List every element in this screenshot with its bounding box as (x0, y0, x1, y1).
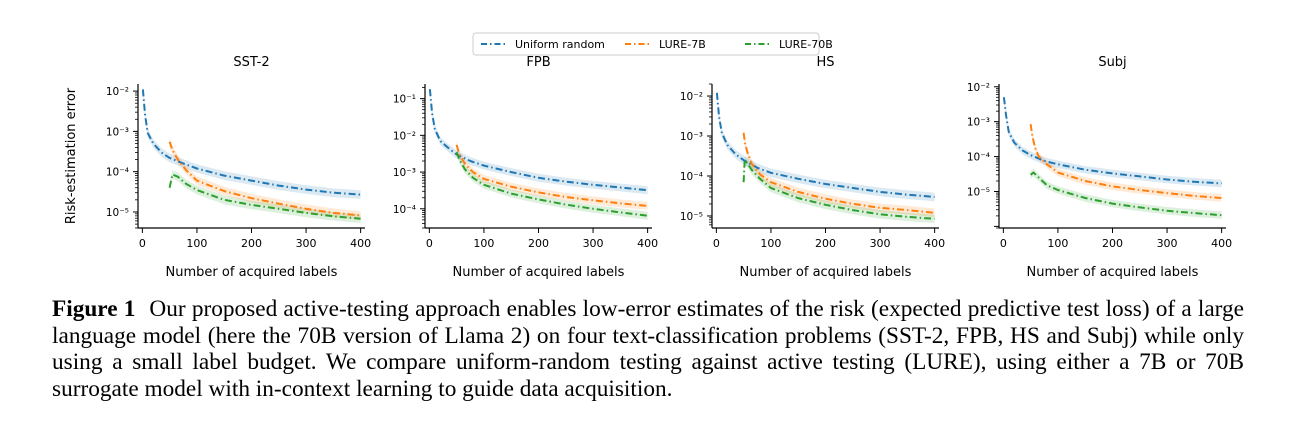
x-axis-label: Number of acquired labels (453, 265, 625, 280)
x-tick-label: 200 (241, 237, 262, 250)
y-tick-label: 10⁻⁵ (680, 211, 703, 223)
panel-title: FPB (526, 55, 550, 70)
y-tick-label: 10⁻⁴ (393, 204, 416, 216)
y-tick-label: 10⁻² (393, 130, 416, 142)
series-band-1 (456, 140, 648, 210)
series-line-1 (168, 141, 361, 217)
series-band-1 (743, 128, 935, 218)
x-tick-label: 200 (815, 237, 836, 250)
x-axis-label: Number of acquired labels (166, 265, 338, 280)
series-band-2 (743, 155, 935, 224)
x-tick-label: 100 (186, 237, 207, 250)
series-band-2 (169, 170, 361, 223)
caption-text: Our proposed active-testing approach ena… (52, 296, 1245, 402)
panel-title: SST-2 (233, 55, 269, 70)
x-tick-label: 300 (583, 237, 604, 250)
x-tick-label: 300 (296, 237, 317, 250)
panel-1: FPB 0 100 200 300 400 10⁻¹ 10⁻² 10⁻³ 10⁻⁴ Number o… (393, 55, 658, 280)
y-axis-label: Risk-estimation error (64, 87, 79, 224)
series-band-1 (1030, 120, 1222, 202)
series-line-1 (1029, 123, 1222, 199)
x-tick-label: 200 (1102, 237, 1123, 250)
series-line-1 (742, 132, 935, 214)
series-line-0 (1002, 97, 1222, 185)
x-axis-label: Number of acquired labels (740, 265, 912, 280)
series-line-2 (168, 173, 361, 220)
y-tick-label: 10⁻³ (680, 131, 703, 143)
series-line-0 (141, 89, 361, 196)
x-tick-label: 100 (760, 237, 781, 250)
panel-3: Subj 0 100 200 300 400 10⁻² 10⁻³ 10⁻⁴ 10⁻⁵ Number … (967, 55, 1232, 280)
panel-2: HS 0 100 200 300 400 10⁻² 10⁻³ 10⁻⁴ 10⁻⁵ Number of… (680, 55, 945, 280)
x-tick-label: 0 (713, 237, 720, 250)
legend: Uniform random LURE-7B LURE-70B (472, 32, 833, 56)
x-tick-label: 0 (426, 237, 433, 250)
y-tick-label: 10⁻⁵ (967, 186, 990, 198)
x-tick-label: 100 (473, 237, 494, 250)
series-band-0 (429, 85, 648, 195)
figure: Uniform random LURE-7B LURE-70B SST-2 0 100 2… (64, 32, 1232, 280)
x-tick-label: 300 (1157, 237, 1178, 250)
x-tick-label: 400 (1211, 237, 1232, 250)
y-tick-label: 10⁻⁵ (106, 207, 129, 219)
y-tick-label: 10⁻⁴ (680, 171, 703, 183)
legend-frame (472, 32, 820, 56)
y-tick-label: 10⁻⁴ (106, 167, 129, 179)
y-tick-label: 10⁻¹ (393, 94, 416, 106)
panel-0: SST-2 0 100 200 300 400 10⁻² 10⁻³ 10⁻⁴ 10⁻⁵ Number… (64, 55, 371, 280)
x-tick-label: 100 (1047, 237, 1068, 250)
x-axis-label: Number of acquired labels (1027, 265, 1199, 280)
y-tick-label: 10⁻³ (967, 117, 990, 129)
y-tick-label: 10⁻² (967, 82, 990, 94)
y-tick-label: 10⁻³ (106, 126, 129, 138)
series-band-1 (169, 137, 361, 220)
figure-caption: Figure 1 Our proposed active-testing appr… (52, 296, 1244, 402)
y-tick-label: 10⁻³ (393, 167, 416, 179)
panel-title: Subj (1098, 55, 1126, 70)
legend-label-1: LURE-7B (659, 38, 706, 51)
y-tick-label: 10⁻² (106, 86, 129, 98)
x-tick-label: 200 (528, 237, 549, 250)
series-line-2 (455, 151, 648, 217)
x-tick-label: 400 (924, 237, 945, 250)
x-tick-label: 0 (139, 237, 146, 250)
y-tick-label: 10⁻² (680, 91, 703, 103)
figure-plot-area: Uniform random LURE-7B LURE-70B SST-2 0 100 2… (64, 32, 1232, 280)
figure-label: Figure 1 (52, 296, 136, 322)
legend-label-2: LURE-70B (779, 38, 833, 51)
series-band-0 (142, 85, 361, 199)
series-line-1 (455, 144, 648, 207)
series-line-2 (742, 159, 935, 220)
panel-title: HS (816, 55, 834, 70)
series-line-2 (1029, 171, 1222, 217)
chart-panels: SST-2 0 100 200 300 400 10⁻² 10⁻³ 10⁻⁴ 10⁻⁵ Number… (64, 55, 1232, 280)
x-tick-label: 400 (350, 237, 371, 250)
x-tick-label: 300 (870, 237, 891, 250)
x-tick-label: 400 (637, 237, 658, 250)
y-tick-label: 10⁻⁴ (967, 152, 990, 164)
series-band-0 (1003, 93, 1222, 188)
legend-label-0: Uniform random (515, 38, 605, 51)
x-tick-label: 0 (1000, 237, 1007, 250)
